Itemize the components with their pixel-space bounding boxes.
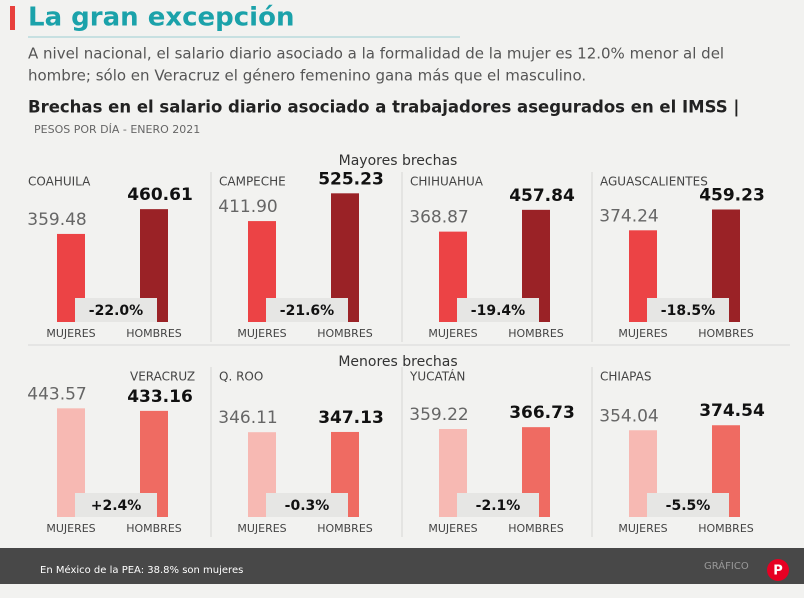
category-label: MUJERES: [618, 522, 667, 535]
caption: En México de la PEA: 38.8% son mujeres: [40, 564, 243, 576]
gap-label: -19.4%: [471, 303, 525, 319]
panel-title: CHIAPAS: [600, 370, 651, 384]
title: La gran excepción: [28, 3, 294, 33]
category-label: HOMBRES: [126, 327, 182, 340]
gap-box: [457, 493, 539, 517]
value-label: 525.23: [318, 169, 384, 189]
value-label: 359.22: [409, 405, 468, 425]
value-label: 359.48: [27, 210, 86, 230]
gap-label: -18.5%: [661, 303, 715, 319]
gap-box: [75, 298, 157, 322]
category-label: HOMBRES: [126, 522, 182, 535]
panel-title: VERACRUZ: [130, 370, 195, 384]
pin-button[interactable]: [767, 559, 789, 581]
panel-title: YUCATÁN: [409, 369, 465, 384]
category-label: MUJERES: [428, 522, 477, 535]
panel-title: Q. ROO: [219, 370, 263, 384]
panel-title: COAHUILA: [28, 175, 91, 189]
subtitle: hombre; sólo en Veracruz el género femen…: [28, 67, 586, 85]
section-label: Mayores brechas: [339, 153, 458, 169]
title-accent: [10, 6, 15, 30]
gap-box: [457, 298, 539, 322]
value-label: 443.57: [27, 384, 86, 404]
subtitle: A nivel nacional, el salario diario asoc…: [28, 45, 724, 63]
value-label: 368.87: [409, 208, 468, 228]
gap-box: [647, 493, 729, 517]
category-label: MUJERES: [237, 327, 286, 340]
gap-label: -22.0%: [89, 303, 143, 319]
value-label: 457.84: [509, 186, 575, 206]
value-label: 346.11: [218, 408, 277, 428]
value-label: 433.16: [127, 387, 193, 407]
credit: GRÁFICO: [704, 559, 749, 572]
category-label: MUJERES: [46, 522, 95, 535]
category-label: MUJERES: [237, 522, 286, 535]
category-label: HOMBRES: [508, 327, 564, 340]
value-label: 459.23: [699, 185, 765, 205]
caption-bar: [0, 548, 804, 584]
gap-label: +2.4%: [91, 498, 142, 514]
units: PESOS POR DÍA - ENERO 2021: [34, 123, 200, 136]
category-label: HOMBRES: [698, 327, 754, 340]
value-label: 354.04: [599, 406, 658, 426]
section-label: Menores brechas: [338, 354, 457, 370]
gap-label: -5.5%: [666, 498, 711, 514]
category-label: HOMBRES: [317, 522, 373, 535]
value-label: 374.54: [699, 401, 765, 421]
gap-label: -0.3%: [285, 498, 330, 514]
category-label: MUJERES: [618, 327, 667, 340]
category-label: MUJERES: [46, 327, 95, 340]
gap-label: -21.6%: [280, 303, 334, 319]
gap-box: [266, 493, 348, 517]
chart-title: Brechas en el salario diario asociado a …: [28, 98, 739, 118]
pin-icon[interactable]: P: [773, 564, 783, 579]
panel-title: CHIHUAHUA: [410, 175, 484, 189]
gap-box: [75, 493, 157, 517]
category-label: MUJERES: [428, 327, 477, 340]
value-label: 460.61: [127, 185, 193, 205]
value-label: 347.13: [318, 408, 384, 428]
panel-title: CAMPECHE: [219, 175, 286, 189]
panel-title: AGUASCALIENTES: [600, 175, 708, 189]
category-label: HOMBRES: [698, 522, 754, 535]
gap-box: [647, 298, 729, 322]
category-label: HOMBRES: [508, 522, 564, 535]
category-label: HOMBRES: [317, 327, 373, 340]
value-label: 366.73: [509, 403, 575, 423]
value-label: 411.90: [218, 197, 277, 217]
gap-box: [266, 298, 348, 322]
gap-label: -2.1%: [476, 498, 521, 514]
value-label: 374.24: [599, 206, 658, 226]
